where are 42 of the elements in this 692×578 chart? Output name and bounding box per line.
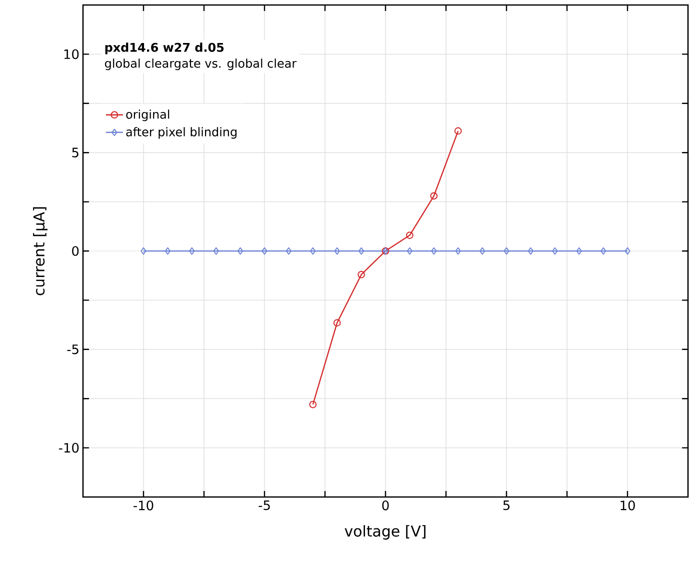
text: pxd14.6 w27 d.05: [105, 42, 224, 54]
y-tick-label: -5: [67, 344, 78, 354]
y-tick-label: -10: [58, 442, 79, 453]
point: [140, 247, 146, 255]
point: [164, 247, 171, 255]
point: [262, 247, 268, 255]
point: [431, 247, 437, 255]
x-axis-title: voltage [V]: [344, 525, 426, 540]
legend-label: after pixel blinding: [126, 127, 237, 139]
point: [430, 192, 438, 200]
x-tick-label: 5: [503, 500, 510, 510]
point: [504, 247, 510, 255]
point: [600, 247, 606, 255]
point: [334, 247, 340, 255]
x-tick-label: 0: [382, 500, 389, 510]
point: [479, 247, 486, 255]
legend-label: original: [126, 110, 170, 122]
y-axis-title: current [µA]: [33, 207, 48, 296]
point: [189, 247, 195, 255]
y-tick-label: 0: [72, 246, 79, 256]
point: [455, 247, 461, 255]
y-tick-label: 10: [64, 49, 79, 60]
point: [358, 270, 365, 278]
x-tick-label: 10: [620, 500, 635, 510]
point: [624, 247, 630, 255]
x-tick-label: -5: [258, 500, 270, 510]
point: [406, 247, 413, 255]
point: [552, 247, 558, 255]
point: [406, 232, 414, 239]
text: global cleargate vs. global clear: [104, 58, 297, 70]
point: [358, 247, 364, 255]
point: [309, 400, 317, 408]
point: [528, 247, 534, 255]
point: [454, 127, 462, 135]
x-tick-label: -10: [134, 500, 154, 510]
y-tick-label: 5: [72, 148, 78, 158]
point: [576, 247, 582, 255]
point: [213, 247, 219, 255]
point: [333, 319, 341, 327]
point: [237, 247, 244, 255]
point: [286, 247, 292, 255]
point: [310, 247, 316, 255]
